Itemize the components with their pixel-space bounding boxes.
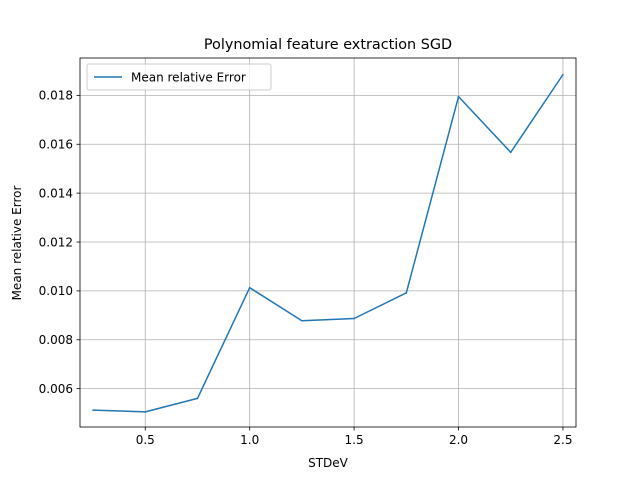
line-segment bbox=[248, 286, 303, 322]
y-axis-label: Mean relative Error bbox=[10, 186, 24, 301]
y-tick-label: 0.018 bbox=[39, 89, 73, 103]
series-layer bbox=[92, 73, 564, 413]
x-tick-label: 0.5 bbox=[136, 433, 155, 447]
y-tick-label: 0.010 bbox=[39, 284, 73, 298]
line-segment bbox=[196, 286, 251, 400]
x-tick-label: 2.5 bbox=[553, 433, 572, 447]
y-tick-label: 0.016 bbox=[39, 138, 73, 152]
data-point bbox=[509, 151, 512, 154]
y-tick-label: 0.012 bbox=[39, 235, 73, 249]
plot-frame bbox=[79, 57, 577, 428]
legend: Mean relative Error bbox=[86, 63, 272, 91]
data-point bbox=[196, 397, 199, 400]
y-tick-label: 0.014 bbox=[39, 186, 73, 200]
data-point bbox=[562, 73, 564, 76]
x-axis-label: STDeV bbox=[308, 456, 349, 470]
data-point bbox=[92, 409, 94, 411]
data-point bbox=[353, 317, 355, 320]
y-tick-label: 0.006 bbox=[39, 382, 73, 396]
data-point bbox=[457, 95, 460, 98]
data-point bbox=[405, 292, 408, 294]
line-segment bbox=[405, 95, 460, 294]
line-segment bbox=[92, 409, 147, 413]
line-segment bbox=[144, 397, 199, 413]
grid-layer bbox=[80, 58, 576, 427]
series-line bbox=[92, 73, 564, 413]
ticks-layer: 0.5 1.0 1.5 2.0 2.5 0.006 0.008 0.010 0.012 0.014… bbox=[39, 89, 573, 447]
x-tick-label: 1.5 bbox=[345, 433, 364, 447]
line-segment bbox=[509, 73, 564, 154]
data-point bbox=[301, 319, 303, 322]
line-segment bbox=[301, 317, 355, 322]
line-segment bbox=[353, 292, 408, 320]
axes-layer bbox=[79, 57, 577, 428]
legend-entry-label: Mean relative Error bbox=[131, 71, 246, 85]
chart-title: Polynomial feature extraction SGD bbox=[204, 37, 452, 53]
x-tick-label: 1.0 bbox=[240, 433, 259, 447]
line-segment bbox=[457, 95, 512, 154]
legend-frame bbox=[86, 63, 272, 91]
x-tick-label: 2.0 bbox=[449, 433, 468, 447]
y-tick-label: 0.008 bbox=[39, 333, 73, 347]
data-point bbox=[144, 411, 147, 413]
data-point bbox=[248, 286, 251, 289]
